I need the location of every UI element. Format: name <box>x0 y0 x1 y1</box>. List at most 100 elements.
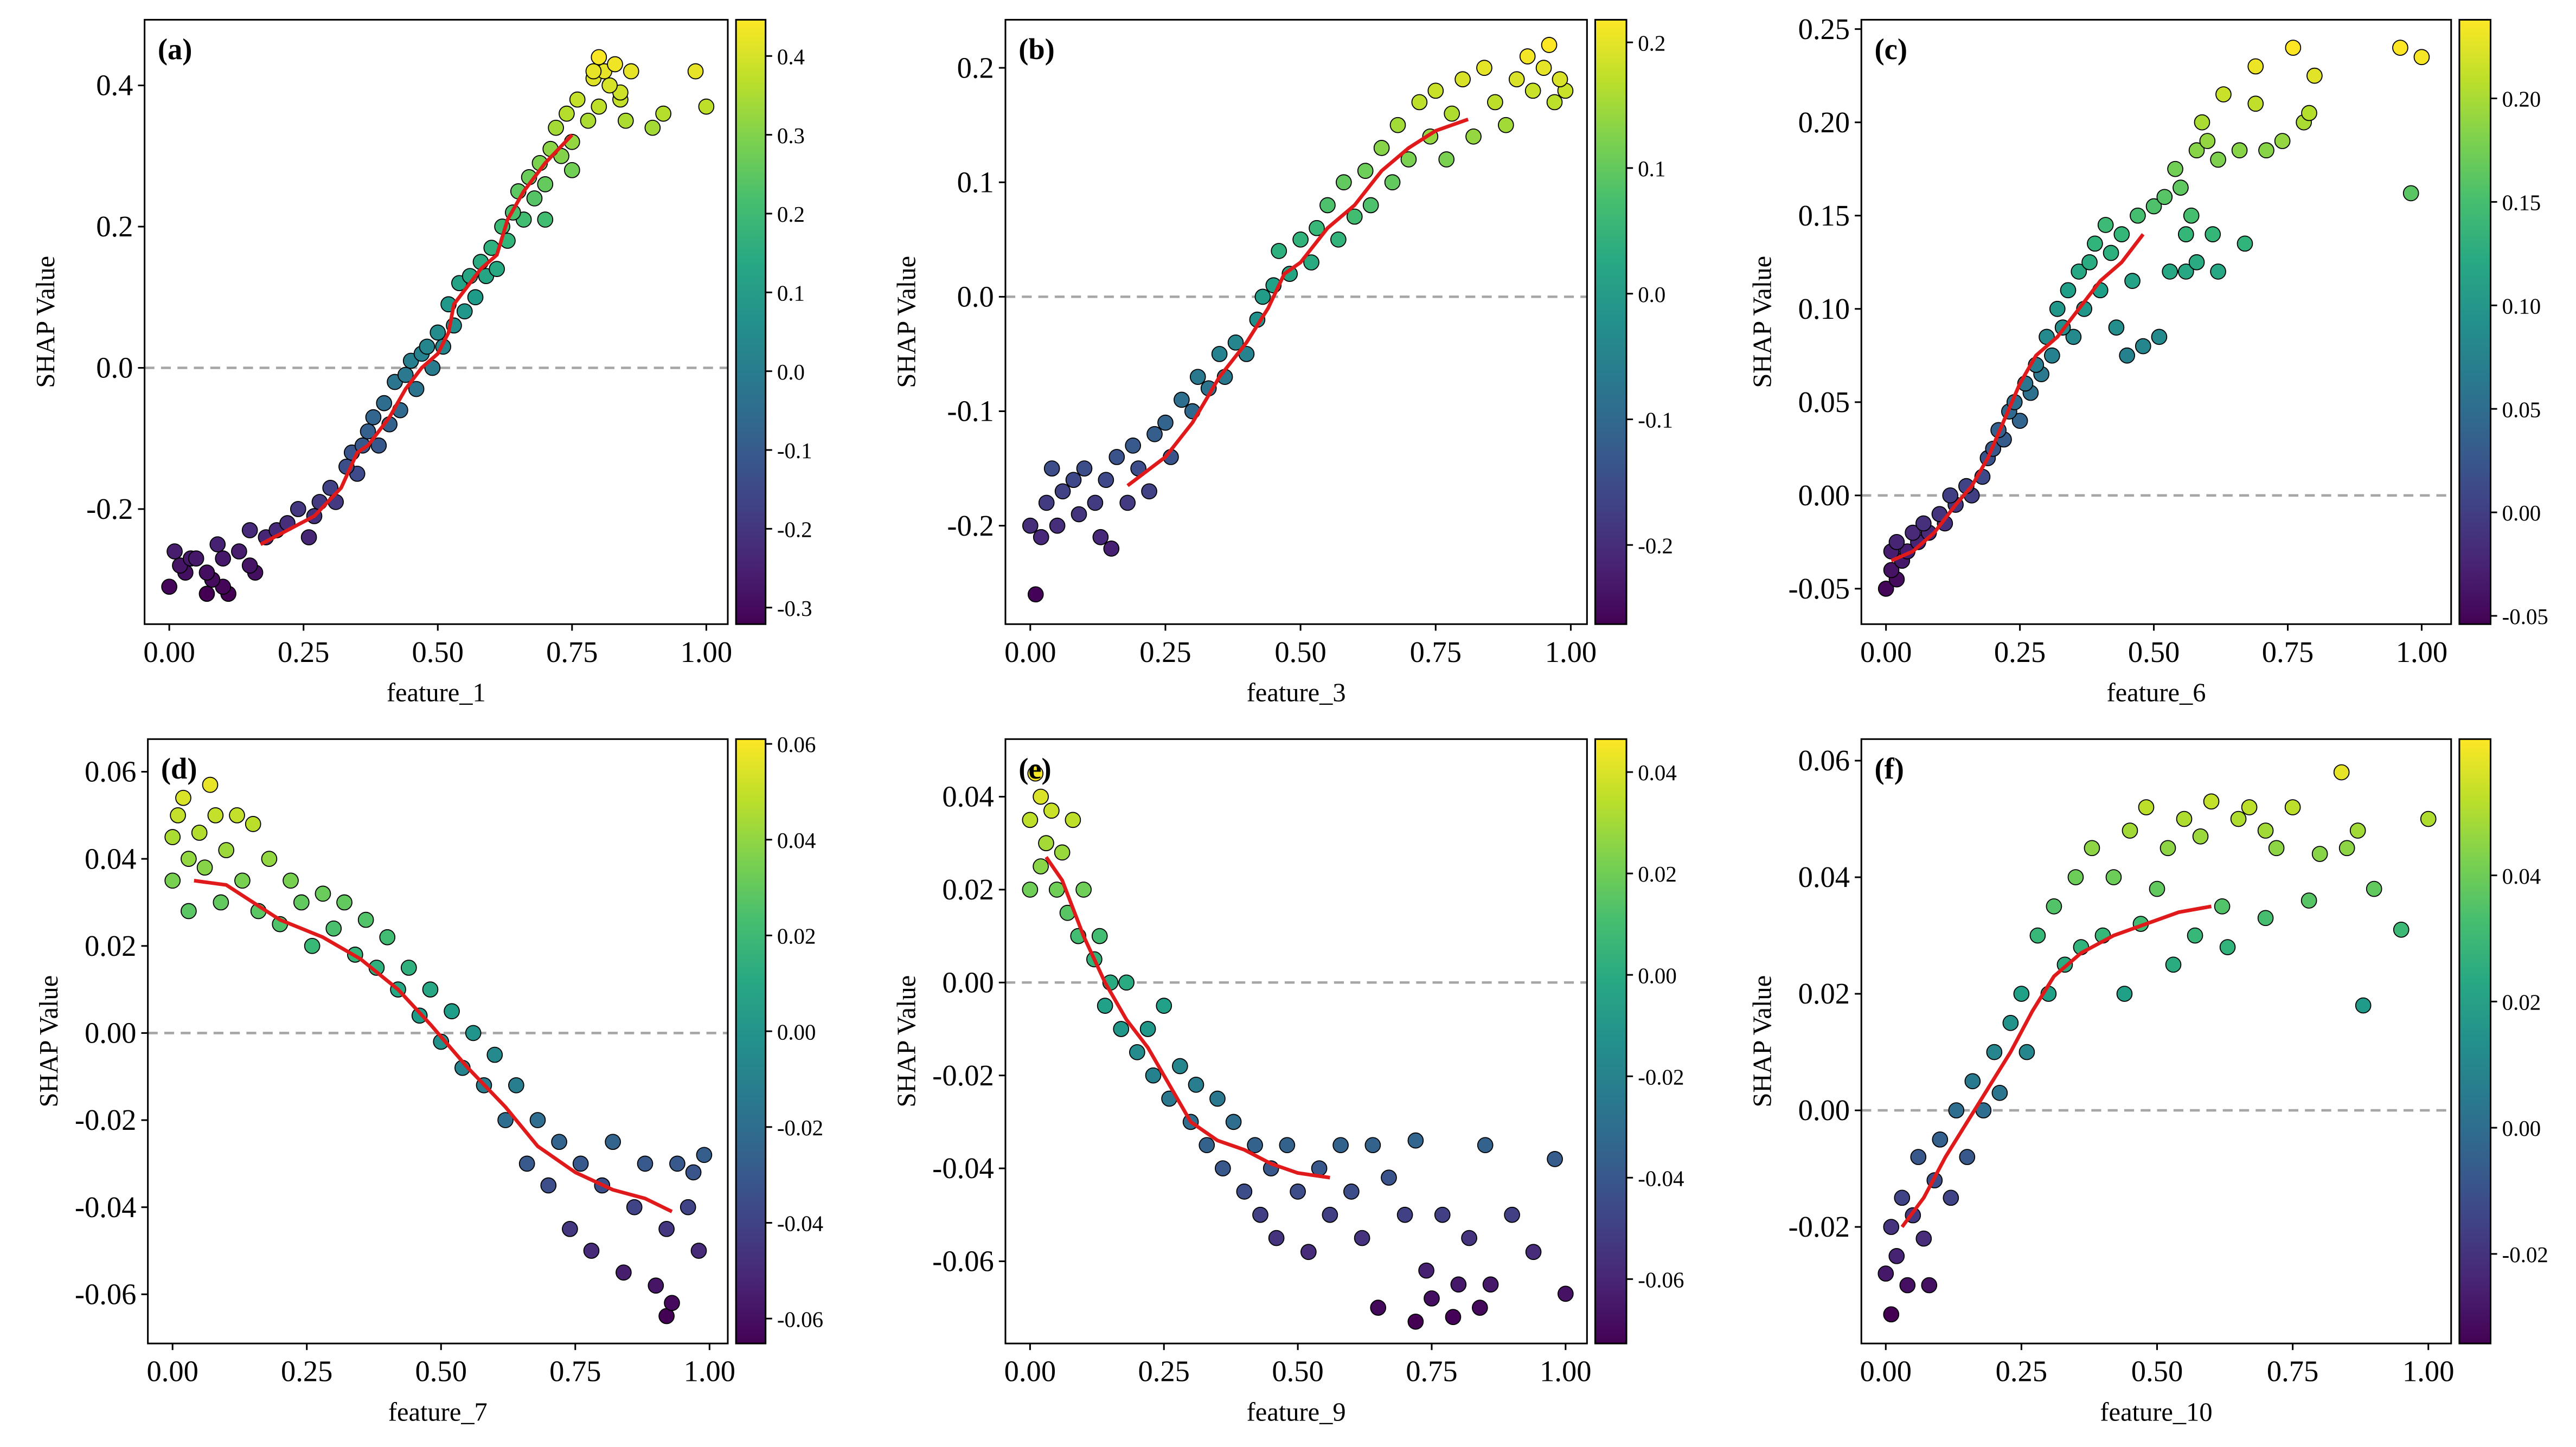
data-point <box>1905 524 1921 541</box>
axes-frame <box>1860 18 2452 625</box>
data-point <box>1883 562 1900 578</box>
data-point <box>1883 1306 1900 1323</box>
x-tick-label: 0.00 <box>1860 1355 1912 1388</box>
y-tick-label: 0.2 <box>957 51 994 84</box>
data-point <box>1444 105 1460 122</box>
data-point <box>2156 189 2173 205</box>
y-axis-label: SHAP Value <box>1748 975 1777 1108</box>
data-point <box>2011 413 2028 429</box>
data-point <box>1547 1151 1563 1167</box>
plot-area <box>1005 37 1587 603</box>
data-point <box>2355 997 2372 1014</box>
data-point <box>241 557 258 574</box>
data-point <box>616 1264 632 1281</box>
data-point <box>1322 1206 1338 1223</box>
data-point <box>430 324 446 341</box>
data-point <box>300 529 317 545</box>
data-point <box>1303 254 1319 271</box>
data-point <box>1188 1076 1204 1093</box>
colorbar-tick-label: 0.00 <box>1638 963 1677 988</box>
data-point <box>456 303 473 320</box>
x-tick-label: 0.50 <box>412 635 464 668</box>
x-axis-label: feature_1 <box>387 679 486 708</box>
data-point <box>569 91 586 108</box>
colorbar-tick-label: -0.06 <box>1638 1268 1684 1292</box>
data-point <box>467 289 484 306</box>
data-point <box>1054 483 1071 500</box>
x-tick-label: 1.00 <box>2402 1355 2454 1388</box>
x-tick-label: 0.50 <box>1274 635 1326 668</box>
data-point <box>1119 494 1136 511</box>
x-axis-label: feature_10 <box>2100 1398 2212 1426</box>
data-point <box>540 1177 557 1194</box>
data-point <box>2392 40 2408 56</box>
data-point <box>357 911 374 928</box>
data-point <box>1332 1137 1349 1154</box>
data-point <box>1022 517 1039 534</box>
data-point <box>2105 869 2122 885</box>
data-point <box>1454 71 1471 88</box>
data-point <box>607 56 623 73</box>
data-point <box>2215 86 2232 102</box>
data-point <box>1049 517 1066 534</box>
data-point <box>2306 67 2323 84</box>
y-axis-label: SHAP Value <box>31 256 60 388</box>
colorbar-tick-label: -0.02 <box>777 1116 823 1140</box>
data-point <box>1343 1184 1360 1200</box>
data-point <box>2087 235 2103 252</box>
data-point <box>2349 822 2366 839</box>
data-point <box>175 789 191 806</box>
data-point <box>1054 844 1071 861</box>
data-point <box>1535 60 1552 76</box>
data-point <box>1434 1206 1451 1223</box>
data-point <box>1209 1090 1226 1107</box>
data-point <box>1476 60 1492 76</box>
x-tick-label: 0.00 <box>1004 635 1056 668</box>
colorbar-tick-label: 0.06 <box>777 732 816 757</box>
subplot-c: 0.00 0.25 0.50 0.75 1.00 0.25 0.20 0.15 0.10 0.05… <box>1748 12 2548 708</box>
data-point <box>2124 273 2141 289</box>
x-tick-label: 0.25 <box>278 635 329 668</box>
data-point <box>1557 1285 1574 1302</box>
data-point <box>518 1155 535 1172</box>
data-point <box>1309 220 1325 236</box>
data-point <box>2002 1014 2019 1031</box>
data-point <box>637 1155 653 1172</box>
data-point <box>229 807 245 824</box>
colorbar-tick-label: 0.00 <box>2502 501 2541 525</box>
data-point <box>1033 529 1049 545</box>
data-point <box>1482 1276 1499 1293</box>
data-point <box>2257 822 2274 839</box>
x-tick-label: 0.50 <box>415 1355 467 1388</box>
colorbar-tick-label: -0.04 <box>1638 1166 1684 1191</box>
colorbar-tick-label: -0.02 <box>1638 1065 1684 1089</box>
y-tick-label: 0.00 <box>942 966 994 999</box>
y-tick-label: -0.2 <box>86 492 133 525</box>
data-point <box>2203 793 2220 810</box>
data-point <box>1942 487 1959 504</box>
x-tick-label: 0.75 <box>2267 1355 2318 1388</box>
x-tick-label: 0.75 <box>546 635 598 668</box>
colorbar-tick-label: 0.3 <box>777 124 805 148</box>
data-point <box>2338 840 2355 857</box>
subplot-a: 0.00 0.25 0.50 0.75 1.00 0.4 0.2 0.0 -0.2 feature… <box>31 18 812 708</box>
data-point <box>572 1155 589 1172</box>
data-point <box>1546 94 1563 111</box>
data-point <box>1418 1262 1434 1279</box>
data-point <box>1411 94 1428 111</box>
data-point <box>1504 1206 1520 1223</box>
data-point <box>2177 226 2194 242</box>
data-point <box>2284 799 2301 815</box>
data-point <box>2067 869 2084 885</box>
data-point <box>1986 1044 2003 1060</box>
data-point <box>2188 254 2205 271</box>
data-point <box>2065 329 2082 345</box>
data-point <box>605 1134 621 1150</box>
colorbar-tick-label: 0.02 <box>1638 862 1677 886</box>
colorbar-tick-label: 0.04 <box>777 828 816 853</box>
data-point <box>1211 346 1228 362</box>
data-point <box>1065 472 1082 488</box>
data-point <box>1450 1276 1467 1293</box>
x-tick-label: 0.75 <box>1406 1355 1457 1388</box>
data-point <box>234 872 251 889</box>
